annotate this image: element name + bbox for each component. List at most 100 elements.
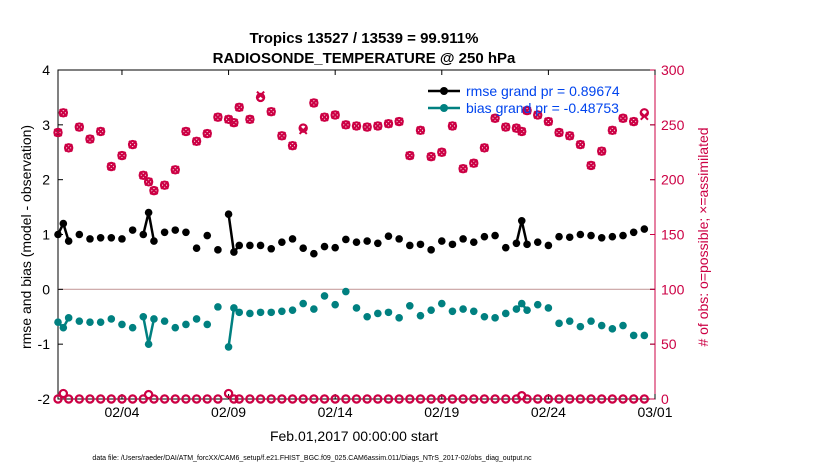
obs-bottom-marker <box>245 394 255 404</box>
x-tick-label: 02/09 <box>211 404 246 420</box>
rmse-point <box>214 246 222 254</box>
obs-bottom-marker <box>149 394 159 404</box>
rmse-point <box>118 235 126 243</box>
obs-assimilated-marker <box>288 141 297 150</box>
obs-bottom-marker <box>618 394 628 404</box>
bias-point <box>144 340 153 348</box>
obs-bottom-marker <box>202 394 212 404</box>
rmse-point <box>288 235 297 243</box>
obs-possible-marker <box>394 116 404 127</box>
x-tick-label: 02/24 <box>531 404 566 420</box>
bias-point <box>384 308 393 317</box>
rmse-point <box>608 232 617 241</box>
obs-bottom-marker <box>298 394 308 404</box>
bias-line-segment <box>142 316 150 345</box>
rmse-point <box>640 225 649 233</box>
obs-possible-marker <box>575 139 586 150</box>
rmse-point <box>416 240 425 249</box>
bias-point <box>640 331 649 340</box>
obs-possible-marker <box>341 120 351 130</box>
obs-possible-marker <box>53 127 63 138</box>
x-tick-label: 02/14 <box>318 404 353 420</box>
rmse-point <box>480 232 489 241</box>
obs-bottom-marker <box>58 388 69 399</box>
obs-assimilated-marker <box>618 113 628 123</box>
x-tick-label: 02/04 <box>104 404 139 420</box>
obs-possible-marker <box>309 98 319 108</box>
obs-assimilated-marker <box>437 147 447 157</box>
plot-area: -2 -1 0 1 2 3 4 0 50 100 150 200 250 300 02/04 02/09 02/… <box>38 62 685 420</box>
rmse-point <box>267 244 276 253</box>
bias-point <box>320 292 329 300</box>
obs-assimilated-marker <box>224 115 233 124</box>
bias-point <box>160 317 169 325</box>
obs-assimilated-marker <box>202 129 212 138</box>
obs-assimilated-marker <box>106 162 116 171</box>
bias-point <box>288 306 297 314</box>
obs-possible-marker <box>117 150 127 161</box>
bias-point <box>54 318 62 327</box>
rmse-point <box>406 241 414 250</box>
rmse-point <box>144 208 153 217</box>
obs-possible-marker <box>362 122 372 132</box>
rmse-point <box>59 219 68 228</box>
obs-bottom-marker <box>469 394 479 404</box>
rmse-point <box>246 241 254 250</box>
obs-bottom-marker <box>277 394 287 404</box>
obs-possible-marker <box>586 160 596 171</box>
bias-point <box>352 304 361 312</box>
obs-bottom-marker <box>426 394 436 404</box>
bias-point <box>555 319 563 328</box>
y-left-tick-label: -2 <box>38 391 51 407</box>
obs-assimilated-marker <box>490 113 500 123</box>
obs-assimilated-marker <box>480 143 489 153</box>
legend-bias-label: bias grand pr = -0.48753 <box>466 100 619 116</box>
obs-bottom-marker <box>437 394 447 404</box>
chart-title: Tropics 13527 / 13539 = 99.911% <box>250 30 479 47</box>
obs-bottom-marker <box>575 394 586 404</box>
y-right-tick-label: 0 <box>661 391 669 407</box>
rmse-point <box>517 216 526 225</box>
rmse-point <box>427 246 435 254</box>
obs-assimilated-marker <box>213 112 223 122</box>
bias-point <box>139 312 148 321</box>
bias-point <box>342 287 350 296</box>
bias-point <box>427 306 435 314</box>
obs-possible-marker <box>245 114 255 125</box>
obs-bottom-marker <box>330 394 340 404</box>
bias-point <box>619 321 627 330</box>
obs-bottom-marker <box>159 394 170 404</box>
obs-assimilated-marker <box>59 108 68 118</box>
obs-possible-marker <box>351 121 362 131</box>
obs-assimilated-marker <box>149 186 159 195</box>
obs-bottom-marker <box>565 394 575 404</box>
obs-possible-marker <box>143 177 154 187</box>
y-left-tick-label: 0 <box>42 281 50 297</box>
bias-point <box>203 320 212 329</box>
obs-possible-marker <box>330 110 340 120</box>
y-right-tick-label: 100 <box>661 281 685 297</box>
obs-possible-marker <box>383 119 394 129</box>
obs-possible-marker <box>229 117 239 128</box>
obs-bottom-marker <box>255 394 266 404</box>
rmse-point <box>619 231 627 240</box>
rmse-point <box>299 244 307 253</box>
rmse-point <box>128 226 137 234</box>
legend-bias-marker <box>440 104 448 112</box>
bias-line-segment <box>227 307 236 348</box>
y-right-tick-label: 200 <box>661 172 685 188</box>
rmse-point <box>192 244 201 253</box>
obs-assimilated-marker <box>309 98 319 108</box>
bias-point <box>448 307 457 316</box>
obs-bottom-marker <box>117 394 127 404</box>
obs-assimilated-marker <box>533 110 543 120</box>
y-right-tick-label: 250 <box>661 117 685 133</box>
obs-bottom-marker <box>143 389 154 400</box>
bias-point <box>235 308 244 317</box>
obs-bottom-marker <box>628 394 639 404</box>
bias-point <box>75 317 84 325</box>
obs-bottom-marker <box>53 394 63 404</box>
obs-bottom-marker <box>229 394 239 404</box>
x-tick-label: 03/01 <box>637 404 672 420</box>
bias-point <box>107 315 116 323</box>
